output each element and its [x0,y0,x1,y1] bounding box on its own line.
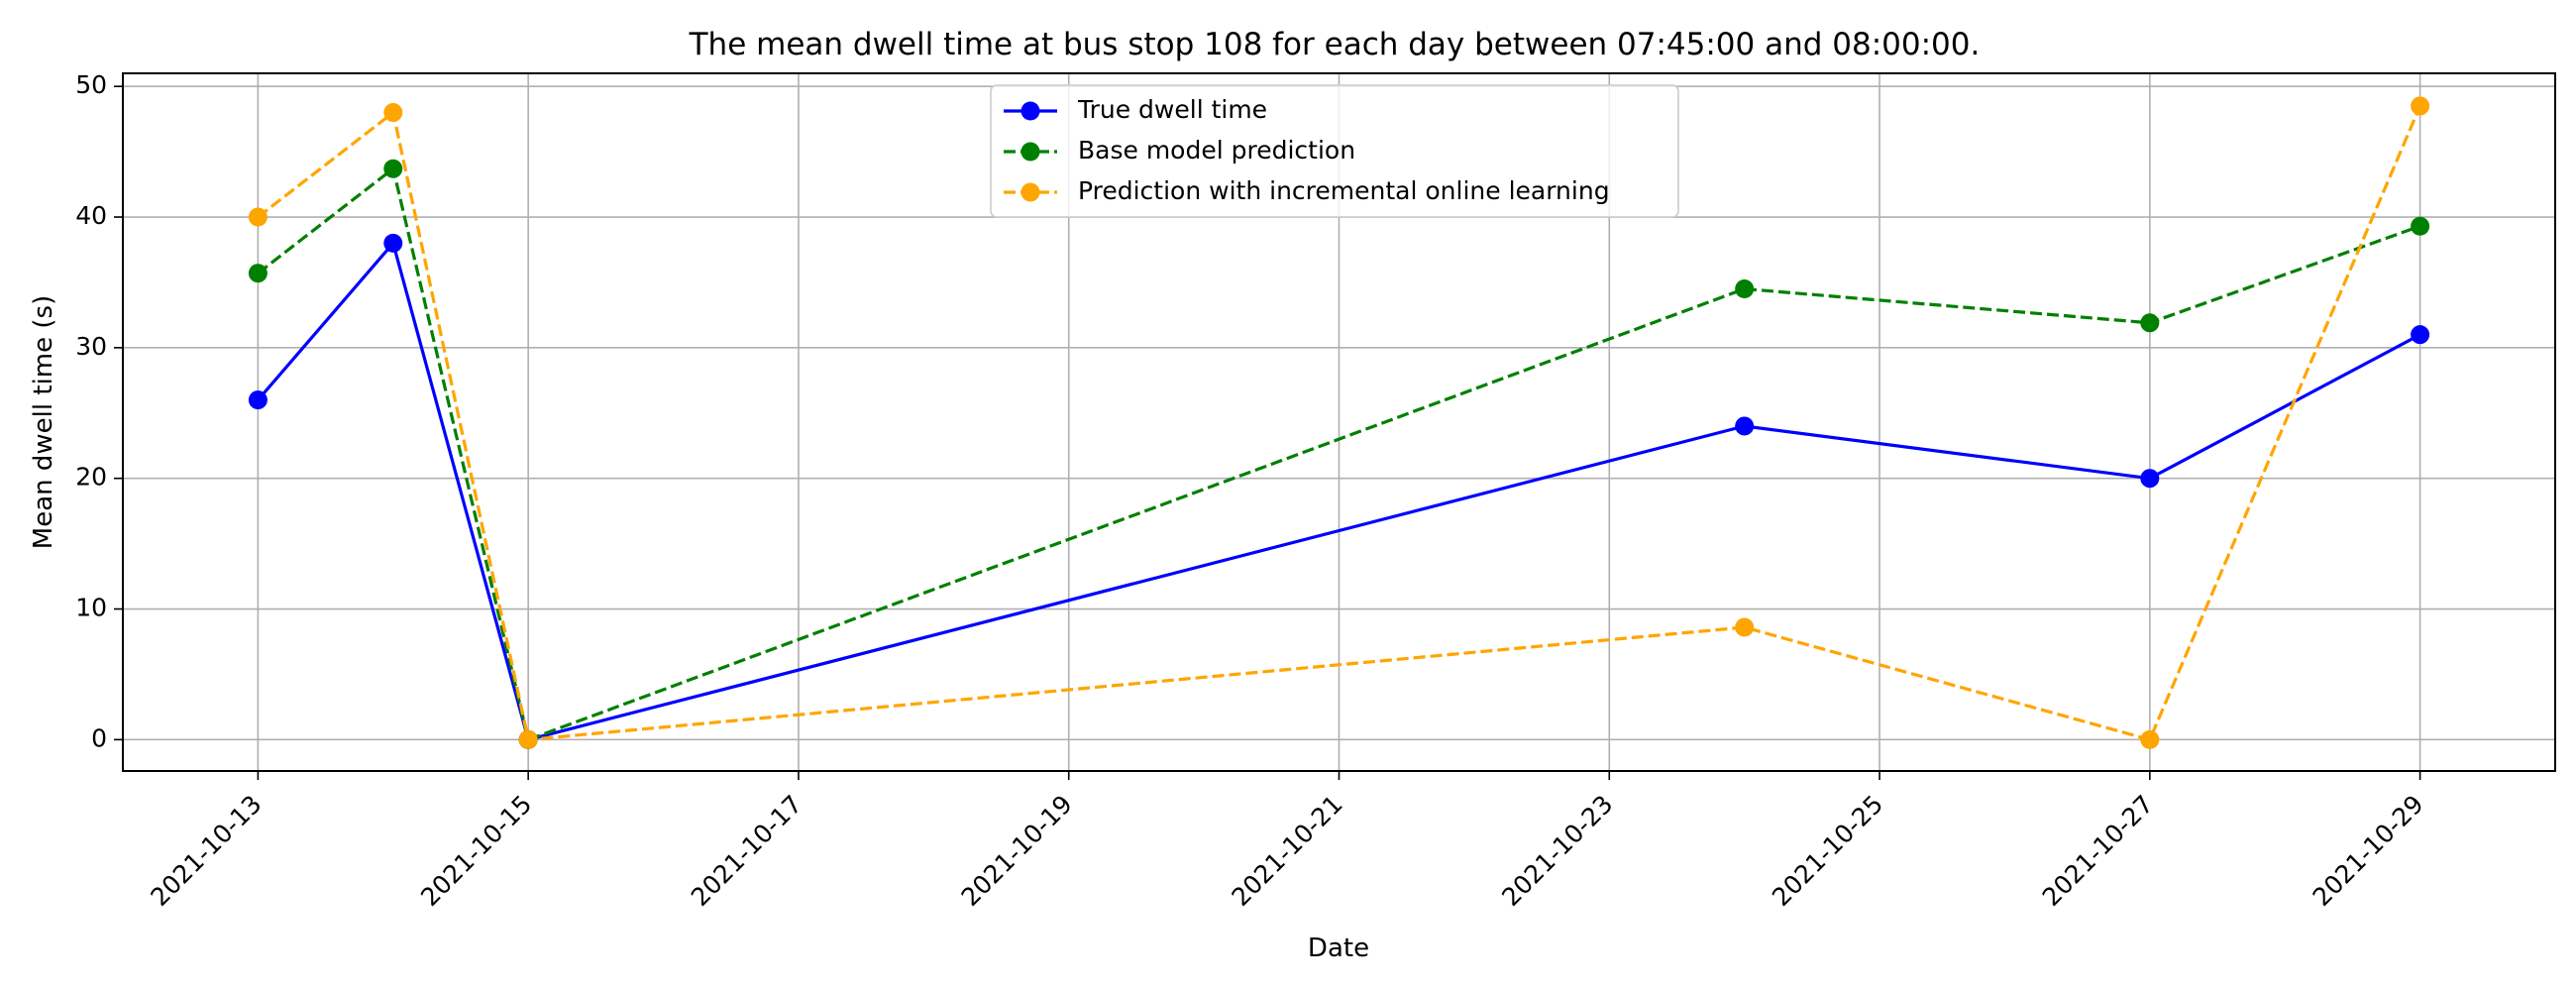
data-point [1735,617,1755,637]
y-tick-label: 50 [75,70,107,99]
x-axis-label: Date [1308,934,1369,963]
series-line [257,241,2421,742]
legend-swatch-marker [1020,142,1040,162]
legend-swatch-marker [1020,182,1040,202]
data-point [383,103,403,123]
series-3 [248,96,2430,749]
data-point [383,233,403,253]
series-layer [248,96,2430,749]
y-tick-label: 30 [75,332,107,361]
legend-label: Prediction with incremental online learn… [1078,176,1610,205]
data-point [2140,313,2160,333]
data-point [2411,325,2430,345]
legend: True dwell time Base model prediction Pred… [990,84,1679,218]
data-point [2140,469,2160,489]
legend-box [990,84,1679,218]
y-tick-label: 0 [91,723,107,752]
data-point [2140,729,2160,749]
chart-title: The mean dwell time at bus stop 108 for … [689,27,1981,62]
data-point [1735,279,1755,299]
y-tick-label: 40 [75,201,107,230]
legend-item: Base model prediction [1004,136,1355,165]
data-point [383,159,403,178]
data-point [248,264,268,283]
legend-item: True dwell time [1004,95,1267,124]
y-tick-label: 20 [75,463,107,492]
y-axis-label: Mean dwell time (s) [29,295,58,549]
y-tick-label: 10 [75,594,107,622]
series-line [257,105,2422,742]
data-point [2411,96,2430,116]
legend-item: Prediction with incremental online learn… [1004,176,1610,205]
series-line [257,166,2421,742]
data-point [518,729,538,749]
data-point [2411,216,2430,236]
legend-label: Base model prediction [1078,136,1355,165]
legend-swatch-marker [1020,101,1040,121]
legend-label: True dwell time [1077,95,1267,124]
data-point [248,390,268,410]
data-point [1735,416,1755,436]
data-point [248,207,268,227]
